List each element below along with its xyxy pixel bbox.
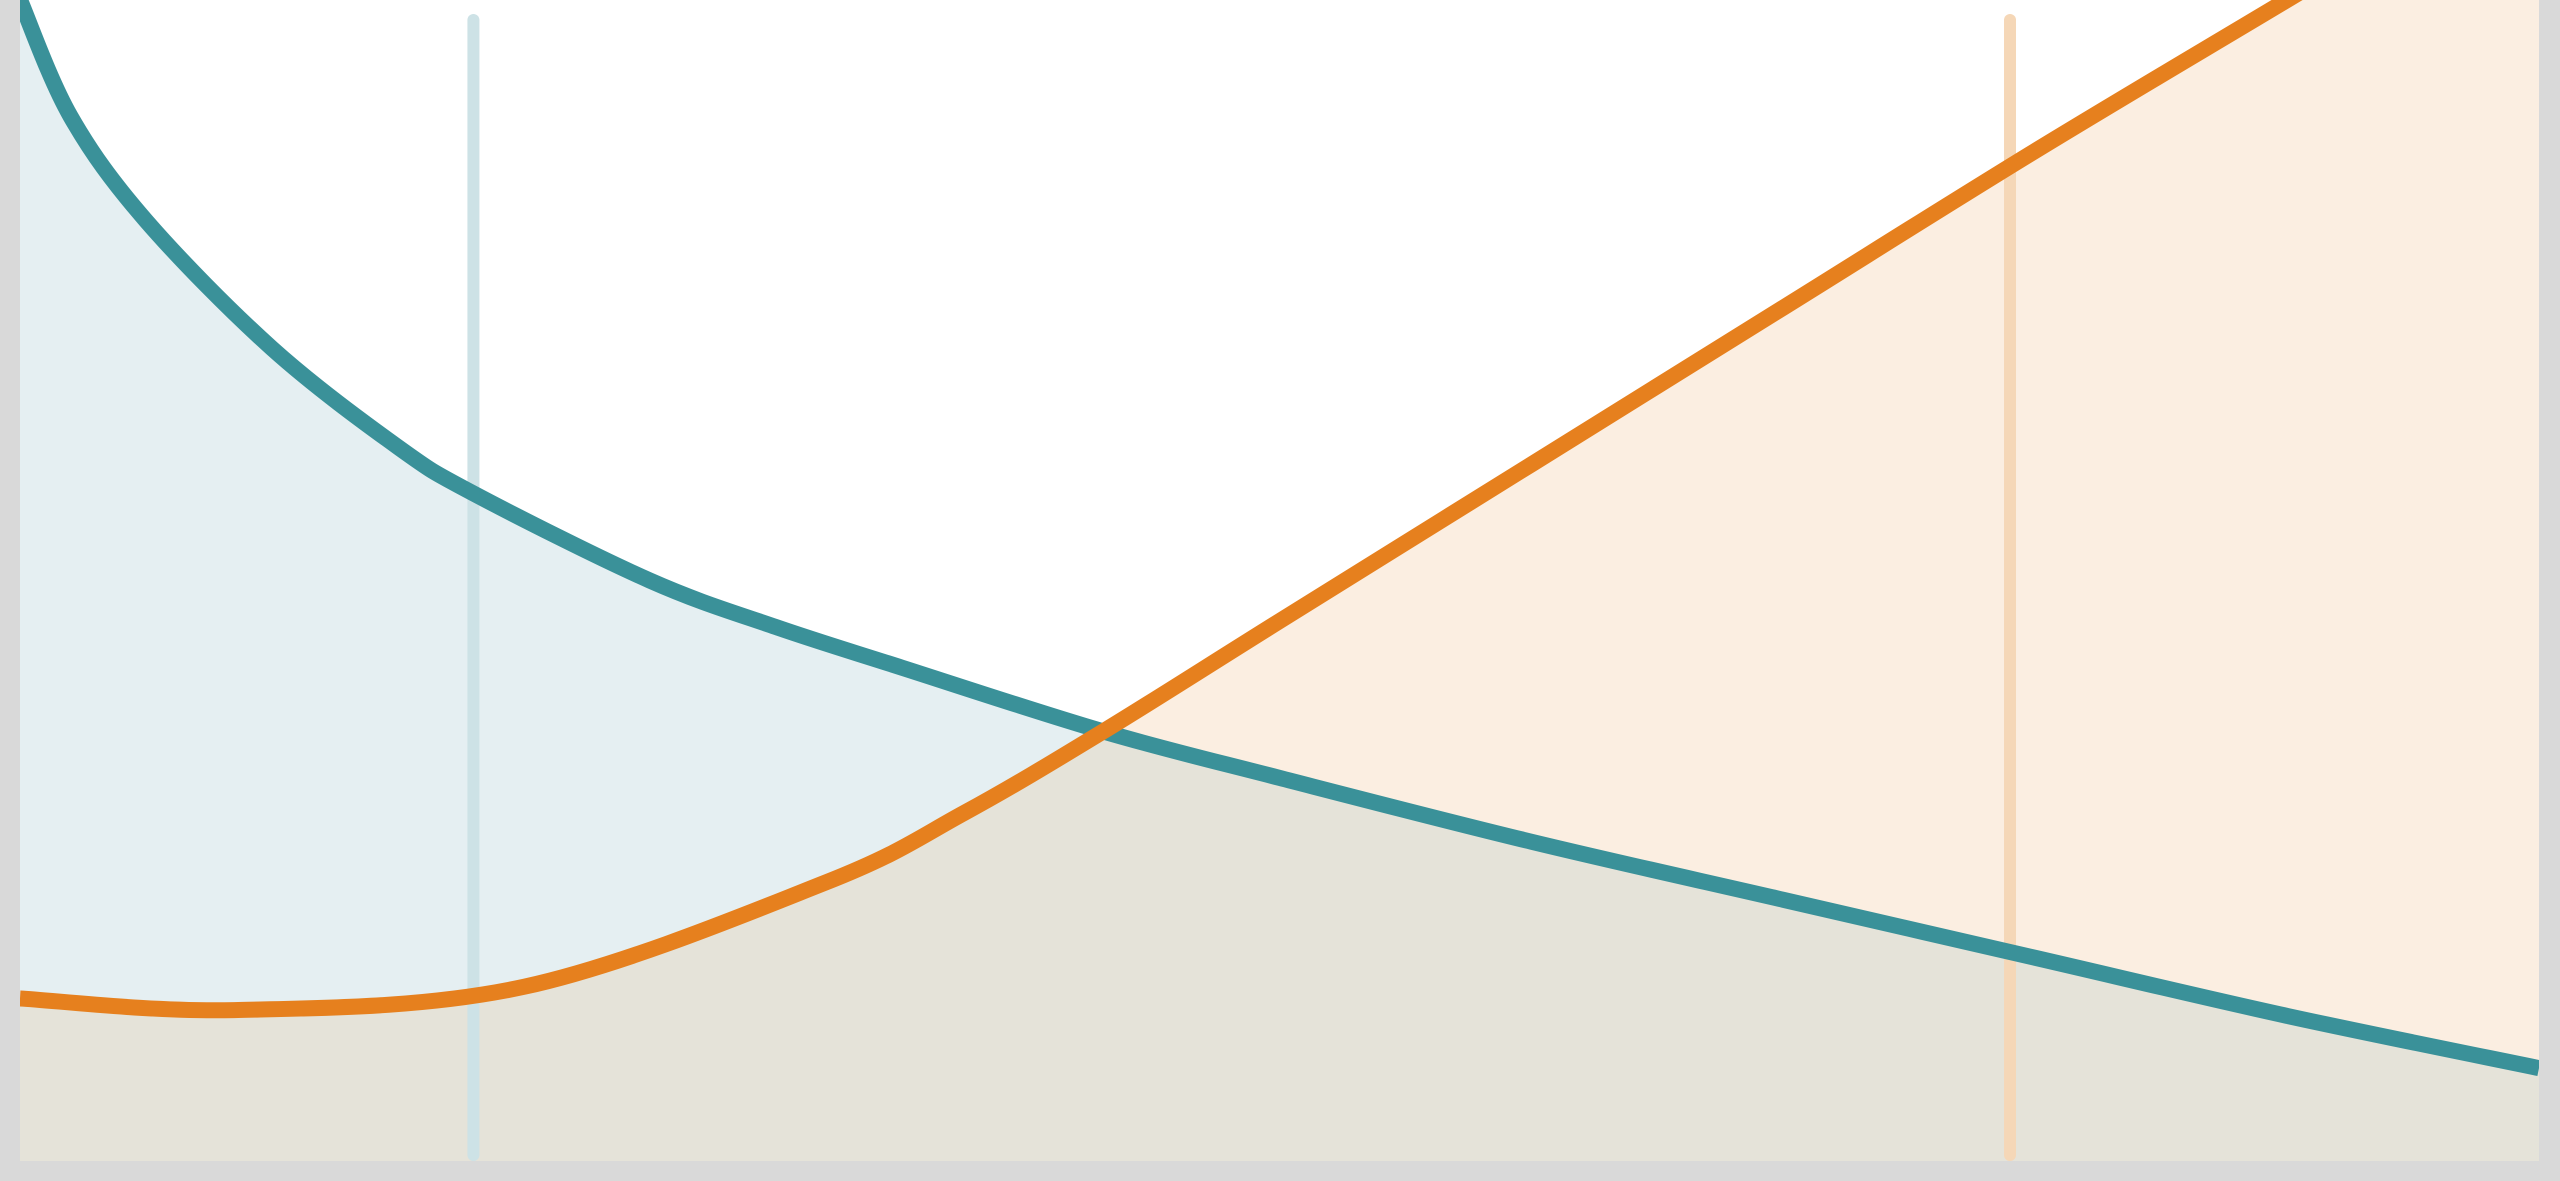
- marker-lines: [467, 14, 2017, 1161]
- series-1-line: [20, 0, 2539, 1076]
- series-2-area: [20, 0, 2539, 1161]
- area-chart: [20, 0, 2539, 1161]
- chart-panel: [20, 0, 2539, 1161]
- series-2-line: [20, 0, 2303, 1019]
- series-1-area: [20, 0, 2539, 1161]
- series-lines: [20, 0, 2539, 1076]
- area-fills: [20, 0, 2539, 1161]
